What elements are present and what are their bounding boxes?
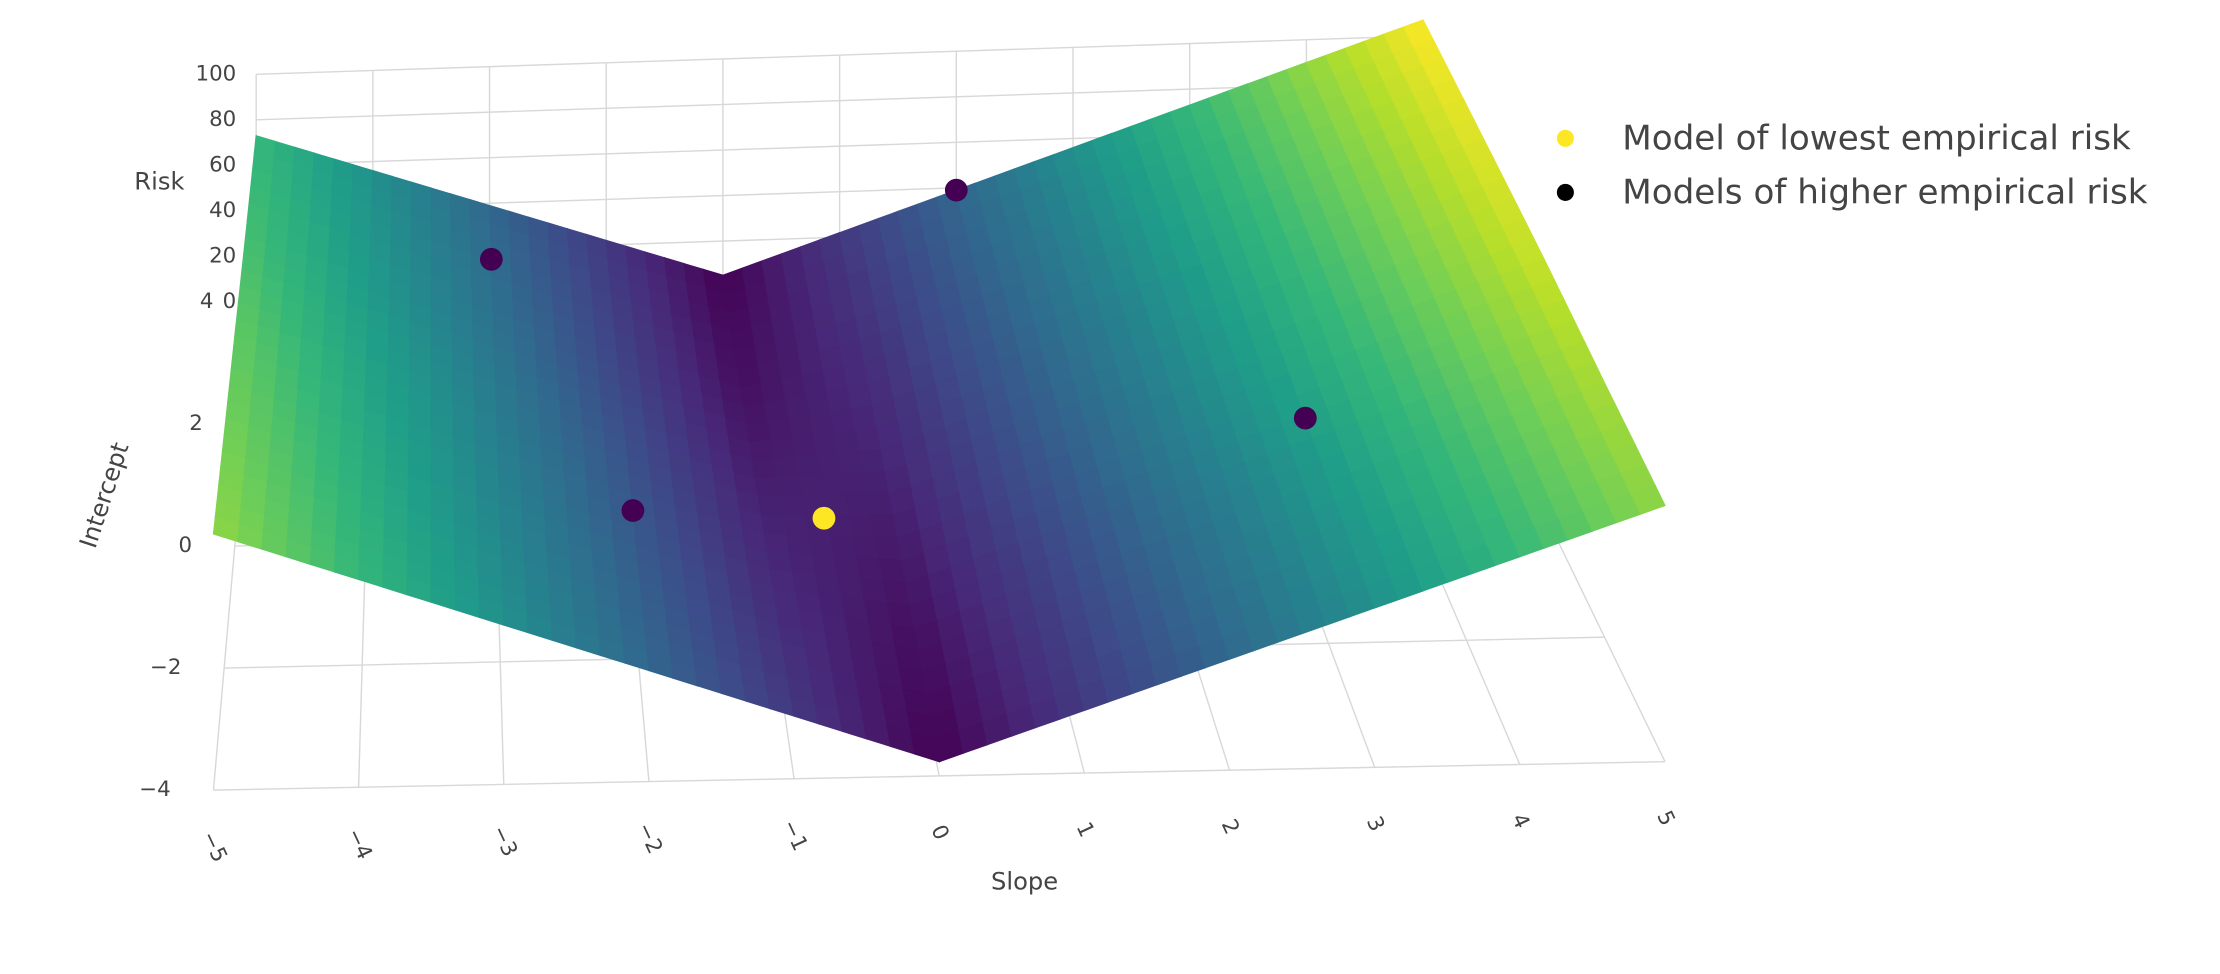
surface-cell	[1630, 484, 1666, 515]
z-tick-label: 0	[223, 289, 237, 314]
surface-cell	[814, 574, 843, 598]
surface-cell	[743, 401, 769, 425]
x-tick-label: 1	[1071, 818, 1099, 841]
marker	[1293, 406, 1317, 430]
x-tick-label: 2	[1216, 815, 1244, 838]
surface-cell	[754, 476, 781, 498]
surface-cell	[788, 414, 814, 439]
z-tick-label: 20	[209, 243, 236, 268]
surface-cell	[816, 452, 843, 476]
z-tick-label: 60	[209, 152, 236, 177]
surface-cell	[798, 474, 825, 497]
marker	[944, 178, 968, 202]
x-axis-title: Slope	[991, 868, 1058, 896]
grid-line	[213, 760, 1666, 791]
surface	[212, 19, 1666, 763]
surface-cell	[830, 535, 858, 559]
z-tick-label: 40	[209, 198, 236, 223]
x-tick-label: −3	[486, 822, 522, 861]
y-tick-label: −4	[139, 777, 170, 802]
marker	[621, 499, 645, 522]
y-tick-label: 0	[179, 533, 193, 558]
surface-cell	[785, 533, 813, 556]
y-tick-label: 4	[200, 289, 214, 314]
marker	[812, 506, 836, 530]
surface-cell	[748, 439, 775, 462]
surface-cell	[791, 434, 818, 458]
x-tick-label: 0	[925, 821, 953, 844]
surface-cell	[757, 495, 785, 516]
x-tick-label: −2	[631, 819, 667, 858]
x-tick-label: 3	[1361, 813, 1389, 836]
y-tick-label: 2	[189, 411, 203, 436]
surface-cell	[767, 417, 793, 441]
y-axis-title: Intercept	[74, 439, 134, 552]
legend-label: Model of lowest empirical risk	[1622, 118, 2131, 158]
legend-label: Models of higher empirical risk	[1622, 172, 2148, 212]
legend-marker	[1556, 183, 1574, 201]
z-tick-label: 80	[209, 107, 236, 132]
surface-cell	[763, 533, 791, 555]
legend: Model of lowest empirical risk Models of …	[1556, 118, 2148, 212]
surface-cell	[808, 534, 836, 557]
surface-cell	[811, 554, 839, 578]
surface-cell	[819, 473, 847, 496]
x-tick-label: 5	[1651, 807, 1679, 830]
surface-cell	[763, 398, 790, 422]
surface-cell	[782, 514, 810, 536]
surface-cell	[779, 495, 807, 517]
surface-cell	[745, 420, 772, 444]
surface-cell	[809, 411, 836, 436]
legend-marker	[1556, 129, 1574, 147]
z-axis-title: Risk	[134, 167, 184, 195]
grid-line	[256, 80, 1424, 121]
surface-cell	[784, 394, 811, 419]
surface-cell	[766, 551, 794, 574]
x-tick-label: −5	[196, 827, 232, 866]
y-tick-label: −2	[150, 655, 181, 680]
surface-cell	[812, 432, 839, 456]
marker	[479, 247, 503, 271]
grid-line	[256, 35, 1424, 76]
surface-cell	[751, 458, 778, 480]
x-tick-label: 4	[1506, 810, 1534, 833]
surface-cell	[805, 390, 832, 416]
z-tick-label: 100	[196, 61, 237, 86]
surface-cell	[789, 552, 817, 576]
surface-cell	[773, 456, 800, 479]
surface-cell	[770, 437, 797, 460]
surface-cell	[760, 514, 788, 536]
surface-cell	[776, 475, 803, 497]
markers	[479, 178, 1317, 530]
x-tick-label: −1	[777, 816, 813, 855]
x-tick-label: −4	[341, 824, 377, 863]
surface-cell	[794, 454, 822, 477]
